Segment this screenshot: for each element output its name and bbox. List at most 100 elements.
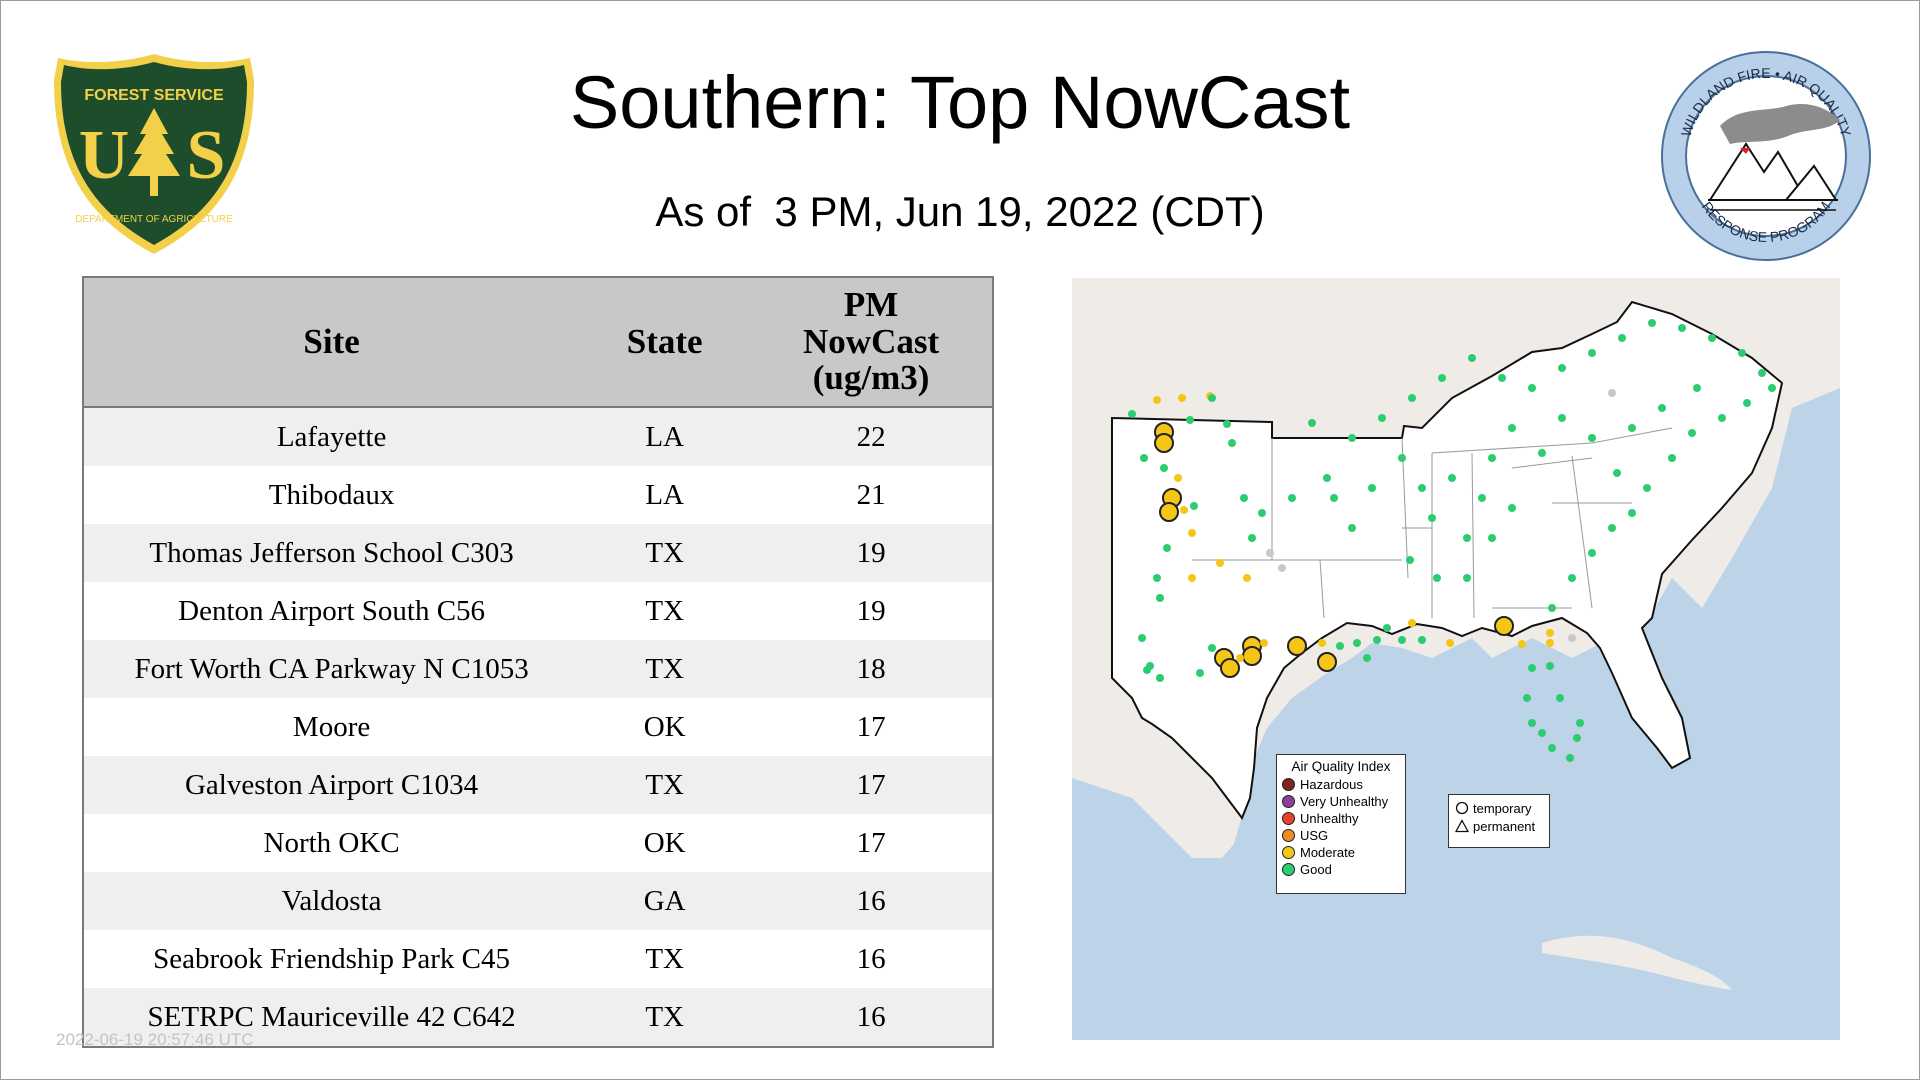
monitor-point — [1242, 646, 1262, 666]
table-row: Thomas Jefferson School C303 TX 19 — [84, 524, 992, 582]
circle-icon — [1455, 801, 1469, 815]
site-cell: Valdosta — [84, 872, 580, 930]
legend-label: Hazardous — [1300, 777, 1363, 792]
monitor-point — [1518, 640, 1526, 648]
monitor-point — [1568, 574, 1576, 582]
monitor-point — [1678, 324, 1686, 332]
monitor-point — [1323, 474, 1331, 482]
state-cell: OK — [579, 814, 751, 872]
monitor-point — [1523, 694, 1531, 702]
monitor-point — [1243, 574, 1251, 582]
monitor-point — [1156, 594, 1164, 602]
monitor-point — [1258, 509, 1266, 517]
monitor-point — [1383, 624, 1391, 632]
monitor-point — [1498, 374, 1506, 382]
monitor-point — [1188, 529, 1196, 537]
monitor-point — [1353, 639, 1361, 647]
monitor-point — [1128, 410, 1136, 418]
table-row: Thibodaux LA 21 — [84, 466, 992, 524]
monitor-point — [1260, 639, 1268, 647]
value-cell: 16 — [750, 930, 992, 988]
legend-label: USG — [1300, 828, 1329, 843]
value-cell: 21 — [750, 466, 992, 524]
svg-text:U: U — [79, 117, 130, 194]
legend-swatch — [1282, 795, 1295, 808]
legend-label: Very Unhealthy — [1300, 794, 1389, 809]
monitor-point — [1433, 574, 1441, 582]
site-cell: Galveston Airport C1034 — [84, 756, 580, 814]
monitor-point — [1363, 654, 1371, 662]
monitor-point — [1180, 506, 1188, 514]
monitor-point — [1223, 420, 1231, 428]
value-cell: 19 — [750, 524, 992, 582]
monitor-point — [1373, 636, 1381, 644]
monitor-point — [1154, 433, 1174, 453]
monitor-point — [1418, 484, 1426, 492]
site-cell: Lafayette — [84, 407, 580, 466]
table-row: Lafayette LA 22 — [84, 407, 992, 466]
monitor-point — [1196, 669, 1204, 677]
monitor-points — [1128, 319, 1776, 762]
legend-swatch — [1282, 846, 1295, 859]
value-cell: 17 — [750, 756, 992, 814]
value-cell: 17 — [750, 814, 992, 872]
monitor-point — [1643, 484, 1651, 492]
monitor-point — [1287, 636, 1307, 656]
monitor-point — [1488, 454, 1496, 462]
monitor-point — [1418, 636, 1426, 644]
svg-text:S: S — [187, 117, 226, 194]
legend-item-usg: USG — [1277, 827, 1405, 844]
monitor-point — [1738, 349, 1746, 357]
monitor-point — [1348, 524, 1356, 532]
monitor-point — [1146, 662, 1154, 670]
svg-text:DEPARTMENT OF AGRICULTURE: DEPARTMENT OF AGRICULTURE — [75, 214, 233, 225]
legend-label: temporary — [1473, 800, 1532, 816]
aqi-map — [1072, 278, 1840, 1040]
monitor-point — [1408, 619, 1416, 627]
map-cuba — [1542, 935, 1732, 990]
monitor-point — [1588, 434, 1596, 442]
monitor-point — [1576, 719, 1584, 727]
page-subtitle: As of 3 PM, Jun 19, 2022 (CDT) — [655, 188, 1265, 235]
monitor-point — [1758, 369, 1766, 377]
monitor-point — [1448, 474, 1456, 482]
page-title: Southern: Top NowCast — [569, 61, 1351, 144]
monitor-point — [1446, 639, 1454, 647]
legend-item-good: Good — [1277, 861, 1405, 878]
state-cell: OK — [579, 698, 751, 756]
aqi-legend: Air Quality Index Hazardous Very Unhealt… — [1276, 754, 1406, 894]
top-nowcast-table: Site State PM NowCast (ug/m3) Lafayette L… — [82, 276, 994, 1048]
monitor-point — [1438, 374, 1446, 382]
monitor-point — [1140, 454, 1148, 462]
monitor-point — [1528, 664, 1536, 672]
monitor-point — [1318, 639, 1326, 647]
value-cell: 16 — [750, 988, 992, 1046]
site-cell: Moore — [84, 698, 580, 756]
wildland-fire-logo: WILDLAND FIRE • AIR QUALITY RESPONSE PRO… — [1661, 51, 1871, 261]
monitor-point — [1159, 502, 1179, 522]
table-row: Valdosta GA 16 — [84, 872, 992, 930]
header-pm-line1: PM — [843, 284, 899, 324]
state-cell: LA — [579, 407, 751, 466]
state-cell: TX — [579, 930, 751, 988]
monitor-point — [1494, 616, 1514, 636]
monitor-point — [1688, 429, 1696, 437]
value-cell: 22 — [750, 407, 992, 466]
monitor-point — [1190, 502, 1198, 510]
monitor-point — [1174, 474, 1182, 482]
monitor-point — [1693, 384, 1701, 392]
monitor-point — [1160, 464, 1168, 472]
monitor-point — [1546, 662, 1554, 670]
southern-region — [1111, 300, 1784, 821]
monitor-point — [1348, 434, 1356, 442]
monitor-point — [1528, 719, 1536, 727]
monitor-point — [1378, 414, 1386, 422]
monitor-point — [1558, 414, 1566, 422]
monitor-point — [1208, 394, 1216, 402]
table-row: SETRPC Mauriceville 42 C642 TX 16 — [84, 988, 992, 1046]
legend-swatch — [1282, 829, 1295, 842]
monitor-point — [1428, 514, 1436, 522]
monitor-point — [1153, 396, 1161, 404]
monitor-point — [1608, 524, 1616, 532]
header-pm-line2: NowCast — [803, 321, 940, 361]
